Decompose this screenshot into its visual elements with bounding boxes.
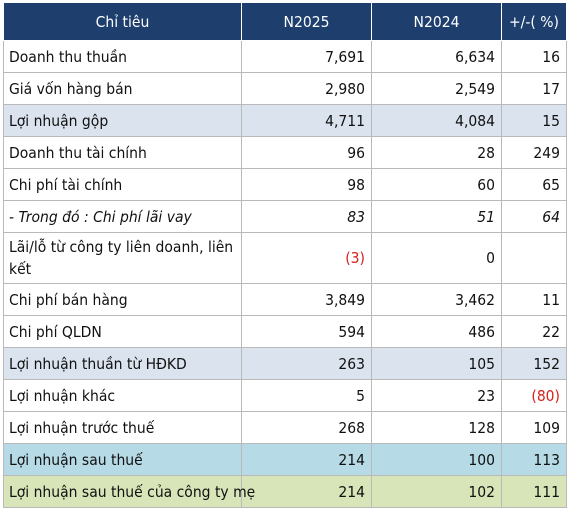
value-n2025: 594 bbox=[241, 315, 372, 348]
value-change: 22 bbox=[501, 315, 567, 348]
value-n2024: 0 bbox=[371, 232, 502, 284]
value-n2024: 60 bbox=[371, 168, 502, 201]
table-row: Giá vốn hàng bán 2,980 2,549 17 bbox=[3, 72, 567, 105]
row-label: Chi phí QLDN bbox=[3, 315, 242, 348]
row-label: Lợi nhuận trước thuế bbox=[3, 411, 242, 444]
value-n2024: 4,084 bbox=[371, 104, 502, 137]
row-label: Doanh thu tài chính bbox=[3, 136, 242, 169]
header-change: +/-( %) bbox=[501, 2, 567, 41]
value-n2025: 4,711 bbox=[241, 104, 372, 137]
value-change: 111 bbox=[501, 475, 567, 508]
financial-table-container: Chỉ tiêu N2025 N2024 +/-( %) Doanh thu t… bbox=[3, 2, 567, 508]
value-n2024: 128 bbox=[371, 411, 502, 444]
row-label: Lợi nhuận gộp bbox=[3, 104, 242, 137]
table-header-row: Chỉ tiêu N2025 N2024 +/-( %) bbox=[3, 2, 567, 41]
value-n2025: 3,849 bbox=[241, 283, 372, 316]
row-label: Chi phí bán hàng bbox=[3, 283, 242, 316]
value-n2025: 268 bbox=[241, 411, 372, 444]
value-change: 16 bbox=[501, 40, 567, 73]
value-n2025: 214 bbox=[241, 443, 372, 476]
value-n2025: 214 bbox=[241, 475, 372, 508]
value-n2025: 263 bbox=[241, 347, 372, 380]
header-indicator: Chỉ tiêu bbox=[3, 2, 242, 41]
value-n2024: 2,549 bbox=[371, 72, 502, 105]
row-label: Chi phí tài chính bbox=[3, 168, 242, 201]
table-row: Chi phí QLDN 594 486 22 bbox=[3, 315, 567, 348]
value-n2024: 102 bbox=[371, 475, 502, 508]
value-n2025: 98 bbox=[241, 168, 372, 201]
value-n2025: 96 bbox=[241, 136, 372, 169]
value-n2024: 3,462 bbox=[371, 283, 502, 316]
header-n2025: N2025 bbox=[241, 2, 372, 41]
value-change: (80) bbox=[501, 379, 567, 412]
row-label: Lợi nhuận khác bbox=[3, 379, 242, 412]
row-label: Giá vốn hàng bán bbox=[3, 72, 242, 105]
table-row: Lợi nhuận khác 5 23 (80) bbox=[3, 379, 567, 412]
value-n2025: 83 bbox=[241, 200, 372, 233]
value-n2024: 100 bbox=[371, 443, 502, 476]
value-n2025: (3) bbox=[241, 232, 372, 284]
value-change: 109 bbox=[501, 411, 567, 444]
row-label: Lợi nhuận sau thuế của công ty mẹ bbox=[3, 475, 255, 508]
value-n2024: 486 bbox=[371, 315, 502, 348]
value-change: 152 bbox=[501, 347, 567, 380]
header-n2024: N2024 bbox=[371, 2, 502, 41]
table-row: Doanh thu tài chính 96 28 249 bbox=[3, 136, 567, 169]
table-row: Chi phí tài chính 98 60 65 bbox=[3, 168, 567, 201]
value-change: 11 bbox=[501, 283, 567, 316]
row-label: - Trong đó : Chi phí lãi vay bbox=[3, 200, 242, 233]
row-label: Lợi nhuận sau thuế bbox=[3, 443, 242, 476]
table-row: Lãi/lỗ từ công ty liên doanh, liên kết (… bbox=[3, 232, 567, 284]
row-label: Lãi/lỗ từ công ty liên doanh, liên kết bbox=[3, 232, 242, 284]
row-label: Lợi nhuận thuần từ HĐKD bbox=[3, 347, 242, 380]
table-row: Chi phí bán hàng 3,849 3,462 11 bbox=[3, 283, 567, 316]
value-n2025: 2,980 bbox=[241, 72, 372, 105]
value-n2024: 6,634 bbox=[371, 40, 502, 73]
table-row: Lợi nhuận gộp 4,711 4,084 15 bbox=[3, 104, 567, 137]
value-n2024: 51 bbox=[371, 200, 502, 233]
value-change: 249 bbox=[501, 136, 567, 169]
financial-table: Chỉ tiêu N2025 N2024 +/-( %) Doanh thu t… bbox=[3, 2, 567, 508]
value-n2024: 105 bbox=[371, 347, 502, 380]
value-change: 15 bbox=[501, 104, 567, 137]
table-row: Lợi nhuận thuần từ HĐKD 263 105 152 bbox=[3, 347, 567, 380]
value-n2024: 28 bbox=[371, 136, 502, 169]
value-n2024: 23 bbox=[371, 379, 502, 412]
value-n2025: 5 bbox=[241, 379, 372, 412]
table-row: Lợi nhuận sau thuế 214 100 113 bbox=[3, 443, 567, 476]
value-n2025: 7,691 bbox=[241, 40, 372, 73]
table-row: Doanh thu thuần 7,691 6,634 16 bbox=[3, 40, 567, 73]
table-row: - Trong đó : Chi phí lãi vay 83 51 64 bbox=[3, 200, 567, 233]
value-change: 65 bbox=[501, 168, 567, 201]
table-row: Lợi nhuận trước thuế 268 128 109 bbox=[3, 411, 567, 444]
row-label: Doanh thu thuần bbox=[3, 40, 242, 73]
value-change: 17 bbox=[501, 72, 567, 105]
value-change bbox=[501, 232, 567, 284]
value-change: 113 bbox=[501, 443, 567, 476]
table-row: Lợi nhuận sau thuế của công ty mẹ 214 10… bbox=[3, 475, 567, 508]
value-change: 64 bbox=[501, 200, 567, 233]
